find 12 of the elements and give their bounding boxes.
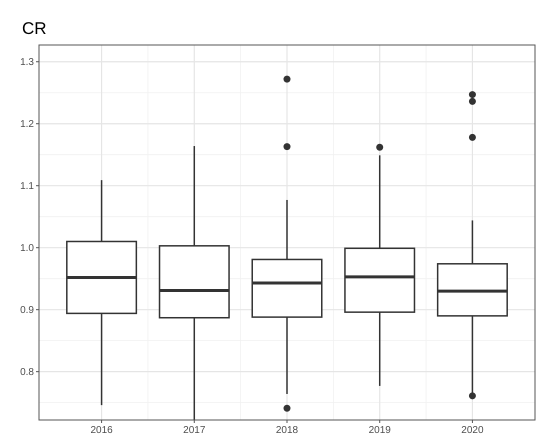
x-tick-label: 2017 — [183, 425, 206, 436]
chart-title: CR — [22, 19, 47, 38]
y-tick-label: 1.3 — [20, 57, 34, 68]
y-tick-label: 0.8 — [20, 367, 34, 378]
y-tick-label: 1.0 — [20, 243, 34, 254]
y-tick-label: 1.1 — [20, 181, 34, 192]
x-tick-label: 2018 — [276, 425, 299, 436]
x-tick-label: 2019 — [368, 425, 392, 436]
y-tick-label: 0.9 — [20, 305, 34, 316]
x-tick-label: 2016 — [90, 425, 114, 436]
x-tick-label: 2020 — [461, 425, 484, 436]
y-tick-label: 1.2 — [20, 119, 34, 130]
